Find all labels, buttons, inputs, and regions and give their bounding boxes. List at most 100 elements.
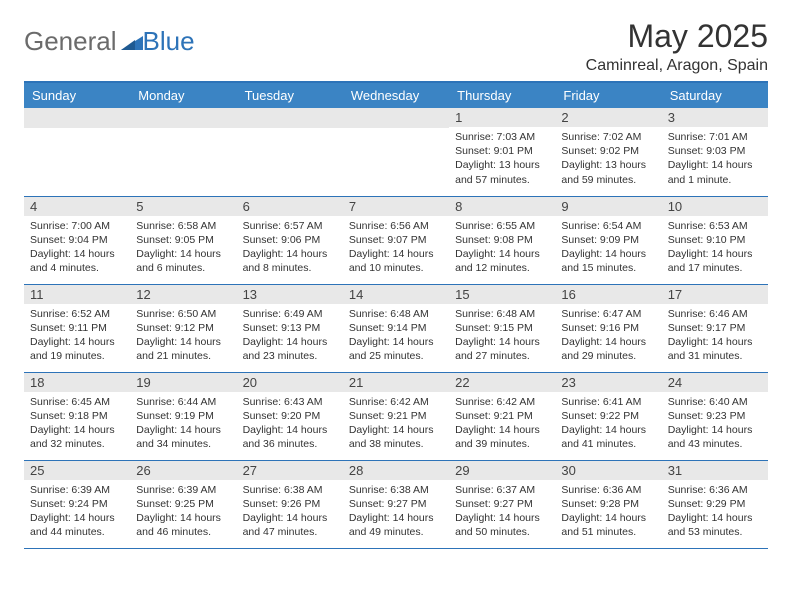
sunrise-text: Sunrise: 6:57 AM: [243, 219, 337, 233]
weekday-header: Friday: [555, 82, 661, 108]
day-details: Sunrise: 6:48 AMSunset: 9:14 PMDaylight:…: [343, 304, 449, 368]
day-number: 3: [662, 108, 768, 127]
sunset-text: Sunset: 9:17 PM: [668, 321, 762, 335]
daylight-text: Daylight: 14 hours and 50 minutes.: [455, 511, 549, 539]
sunrise-text: Sunrise: 6:52 AM: [30, 307, 124, 321]
day-number: 22: [449, 373, 555, 392]
sunrise-text: Sunrise: 6:54 AM: [561, 219, 655, 233]
calendar-day-cell: 17 Sunrise: 6:46 AMSunset: 9:17 PMDayligh…: [662, 284, 768, 372]
sunrise-text: Sunrise: 6:48 AM: [349, 307, 443, 321]
calendar-day-cell: 29Sunrise: 6:37 AMSunset: 9:27 PMDayligh…: [449, 460, 555, 548]
sunset-text: Sunset: 9:24 PM: [30, 497, 124, 511]
sunset-text: Sunset: 9:08 PM: [455, 233, 549, 247]
sunrise-text: Sunrise: 6:48 AM: [455, 307, 549, 321]
day-details: Sunrise: 6:36 AMSunset: 9:29 PMDaylight:…: [662, 480, 768, 544]
day-number: 9: [555, 197, 661, 216]
sunrise-text: Sunrise: 6:36 AM: [561, 483, 655, 497]
day-details: Sunrise: 6:39 AMSunset: 9:24 PMDaylight:…: [24, 480, 130, 544]
daylight-text: Daylight: 14 hours and 38 minutes.: [349, 423, 443, 451]
calendar-day-cell: 27Sunrise: 6:38 AMSunset: 9:26 PMDayligh…: [237, 460, 343, 548]
daylight-text: Daylight: 14 hours and 15 minutes.: [561, 247, 655, 275]
day-details: Sunrise: 6:36 AMSunset: 9:28 PMDaylight:…: [555, 480, 661, 544]
sunset-text: Sunset: 9:01 PM: [455, 144, 549, 158]
calendar-day-cell: 25Sunrise: 6:39 AMSunset: 9:24 PMDayligh…: [24, 460, 130, 548]
calendar-day-cell: 22Sunrise: 6:42 AMSunset: 9:21 PMDayligh…: [449, 372, 555, 460]
calendar-day-cell: 31Sunrise: 6:36 AMSunset: 9:29 PMDayligh…: [662, 460, 768, 548]
calendar-day-cell: 24Sunrise: 6:40 AMSunset: 9:23 PMDayligh…: [662, 372, 768, 460]
weekday-header: Thursday: [449, 82, 555, 108]
weekday-header: Wednesday: [343, 82, 449, 108]
sunset-text: Sunset: 9:27 PM: [349, 497, 443, 511]
brand-part2: Blue: [143, 26, 195, 57]
daylight-text: Daylight: 14 hours and 19 minutes.: [30, 335, 124, 363]
day-number: 4: [24, 197, 130, 216]
sunset-text: Sunset: 9:26 PM: [243, 497, 337, 511]
sunrise-text: Sunrise: 6:56 AM: [349, 219, 443, 233]
daylight-text: Daylight: 13 hours and 59 minutes.: [561, 158, 655, 186]
sunset-text: Sunset: 9:02 PM: [561, 144, 655, 158]
day-number: 18: [24, 373, 130, 392]
sunrise-text: Sunrise: 6:46 AM: [668, 307, 762, 321]
calendar-day-cell: 19Sunrise: 6:44 AMSunset: 9:19 PMDayligh…: [130, 372, 236, 460]
day-details: Sunrise: 6:42 AMSunset: 9:21 PMDaylight:…: [449, 392, 555, 456]
calendar-day-cell: 6Sunrise: 6:57 AMSunset: 9:06 PMDaylight…: [237, 196, 343, 284]
daylight-text: Daylight: 14 hours and 44 minutes.: [30, 511, 124, 539]
sunset-text: Sunset: 9:16 PM: [561, 321, 655, 335]
brand-part1: General: [24, 26, 117, 57]
weekday-header: Tuesday: [237, 82, 343, 108]
calendar-day-cell: 20Sunrise: 6:43 AMSunset: 9:20 PMDayligh…: [237, 372, 343, 460]
calendar-day-cell: 18Sunrise: 6:45 AMSunset: 9:18 PMDayligh…: [24, 372, 130, 460]
weekday-header: Saturday: [662, 82, 768, 108]
sunrise-text: Sunrise: 6:58 AM: [136, 219, 230, 233]
sunrise-text: Sunrise: 6:44 AM: [136, 395, 230, 409]
calendar-day-cell: 21Sunrise: 6:42 AMSunset: 9:21 PMDayligh…: [343, 372, 449, 460]
day-details: Sunrise: 6:45 AMSunset: 9:18 PMDaylight:…: [24, 392, 130, 456]
sunrise-text: Sunrise: 7:00 AM: [30, 219, 124, 233]
day-number: 8: [449, 197, 555, 216]
daylight-text: Daylight: 14 hours and 6 minutes.: [136, 247, 230, 275]
sunrise-text: Sunrise: 6:43 AM: [243, 395, 337, 409]
sunrise-text: Sunrise: 6:38 AM: [349, 483, 443, 497]
calendar-day-cell: 12Sunrise: 6:50 AMSunset: 9:12 PMDayligh…: [130, 284, 236, 372]
calendar-day-cell: 1Sunrise: 7:03 AMSunset: 9:01 PMDaylight…: [449, 108, 555, 196]
sunrise-text: Sunrise: 6:55 AM: [455, 219, 549, 233]
empty-day-num: [130, 108, 236, 128]
daylight-text: Daylight: 14 hours and 17 minutes.: [668, 247, 762, 275]
sunset-text: Sunset: 9:13 PM: [243, 321, 337, 335]
day-number: 31: [662, 461, 768, 480]
day-number: 2: [555, 108, 661, 127]
daylight-text: Daylight: 14 hours and 12 minutes.: [455, 247, 549, 275]
daylight-text: Daylight: 14 hours and 25 minutes.: [349, 335, 443, 363]
day-details: Sunrise: 6:50 AMSunset: 9:12 PMDaylight:…: [130, 304, 236, 368]
day-number: 24: [662, 373, 768, 392]
day-number: 19: [130, 373, 236, 392]
calendar-day-cell: 3Sunrise: 7:01 AMSunset: 9:03 PMDaylight…: [662, 108, 768, 196]
daylight-text: Daylight: 14 hours and 31 minutes.: [668, 335, 762, 363]
sunset-text: Sunset: 9:11 PM: [30, 321, 124, 335]
weekday-header: Sunday: [24, 82, 130, 108]
brand-logo: General Blue: [24, 18, 195, 57]
sunrise-text: Sunrise: 7:03 AM: [455, 130, 549, 144]
day-details: Sunrise: 6:48 AMSunset: 9:15 PMDaylight:…: [449, 304, 555, 368]
calendar-day-cell: [237, 108, 343, 196]
day-details: Sunrise: 6:56 AMSunset: 9:07 PMDaylight:…: [343, 216, 449, 280]
calendar-week-row: 18Sunrise: 6:45 AMSunset: 9:18 PMDayligh…: [24, 372, 768, 460]
day-details: Sunrise: 6:57 AMSunset: 9:06 PMDaylight:…: [237, 216, 343, 280]
sunset-text: Sunset: 9:05 PM: [136, 233, 230, 247]
calendar-day-cell: 28Sunrise: 6:38 AMSunset: 9:27 PMDayligh…: [343, 460, 449, 548]
day-number: 20: [237, 373, 343, 392]
day-number: 17: [662, 285, 768, 304]
daylight-text: Daylight: 14 hours and 8 minutes.: [243, 247, 337, 275]
calendar-day-cell: 13Sunrise: 6:49 AMSunset: 9:13 PMDayligh…: [237, 284, 343, 372]
calendar-day-cell: 16Sunrise: 6:47 AMSunset: 9:16 PMDayligh…: [555, 284, 661, 372]
calendar-day-cell: [343, 108, 449, 196]
day-number: 15: [449, 285, 555, 304]
day-number: 29: [449, 461, 555, 480]
sunrise-text: Sunrise: 6:38 AM: [243, 483, 337, 497]
day-details: Sunrise: 6:47 AMSunset: 9:16 PMDaylight:…: [555, 304, 661, 368]
daylight-text: Daylight: 14 hours and 34 minutes.: [136, 423, 230, 451]
calendar-body: 1Sunrise: 7:03 AMSunset: 9:01 PMDaylight…: [24, 108, 768, 548]
calendar-day-cell: 30Sunrise: 6:36 AMSunset: 9:28 PMDayligh…: [555, 460, 661, 548]
calendar-week-row: 4Sunrise: 7:00 AMSunset: 9:04 PMDaylight…: [24, 196, 768, 284]
sunrise-text: Sunrise: 6:39 AM: [136, 483, 230, 497]
